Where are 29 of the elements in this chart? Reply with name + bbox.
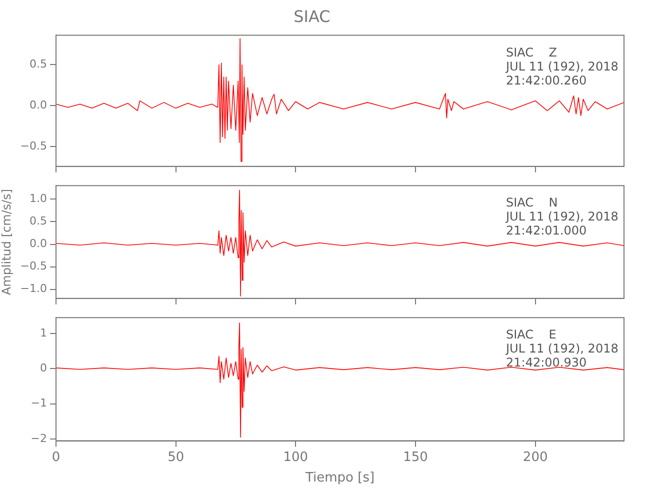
annotation: JUL 11 (192), 2018 — [505, 210, 618, 224]
annotation: SIAC Z — [506, 45, 558, 60]
chart-title: SIAC — [294, 6, 330, 26]
y-tick-label: −1.0 — [20, 282, 47, 296]
annotation: SIAC E — [506, 328, 556, 342]
annotation: JUL 11 (192), 2018 — [505, 342, 618, 356]
y-tick-label: 0.0 — [30, 98, 47, 112]
x-axis-title: Tiempo [s] — [304, 470, 375, 486]
annotation: JUL 11 (192), 2018 — [505, 59, 618, 74]
annotation: 21:42:00.260 — [506, 73, 587, 88]
y-tick-label: −0.5 — [20, 260, 47, 273]
y-tick-label: 1 — [40, 326, 47, 340]
x-tick-label: 50 — [168, 450, 184, 465]
y-axis-title: Amplitud [cm/s/s] — [0, 188, 14, 296]
y-tick-label: −1 — [30, 396, 47, 410]
annotation: SIAC N — [506, 196, 558, 210]
y-tick-label: −0.5 — [20, 140, 47, 153]
annotation: 21:42:00.930 — [506, 356, 587, 370]
y-tick-label: −2 — [30, 432, 47, 445]
y-tick-label: 0.5 — [30, 58, 47, 71]
y-tick-label: 0 — [40, 362, 47, 374]
x-tick-label: 100 — [283, 450, 308, 465]
annotation: 21:42:01.000 — [506, 224, 587, 238]
x-tick-label: 0 — [52, 450, 60, 465]
x-tick-label: 150 — [403, 450, 428, 465]
y-tick-label: 0.5 — [30, 214, 47, 228]
y-tick-label: 1.0 — [30, 192, 47, 205]
x-tick-label: 200 — [522, 450, 548, 465]
y-tick-label: 0.0 — [30, 237, 47, 250]
